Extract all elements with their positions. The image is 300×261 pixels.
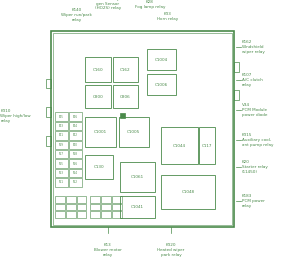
Bar xyxy=(112,196,122,203)
Bar xyxy=(112,85,138,108)
Bar xyxy=(69,150,82,158)
Bar xyxy=(55,159,68,168)
Bar xyxy=(160,127,198,164)
Bar xyxy=(55,141,68,149)
Bar xyxy=(66,204,76,210)
Bar xyxy=(118,117,148,147)
Text: F20: F20 xyxy=(73,143,78,147)
Bar xyxy=(66,211,76,218)
Text: C1041: C1041 xyxy=(131,205,144,209)
Bar xyxy=(120,162,154,192)
Text: C130: C130 xyxy=(94,165,104,169)
Bar xyxy=(90,204,100,210)
Bar xyxy=(120,113,125,118)
Bar xyxy=(55,122,68,130)
Text: K183
PCM power
relay: K183 PCM power relay xyxy=(242,194,264,208)
Text: F25: F25 xyxy=(59,115,64,119)
Bar xyxy=(199,127,215,164)
Bar xyxy=(85,155,112,179)
Text: K162
Windshield
wiper relay: K162 Windshield wiper relay xyxy=(242,40,264,54)
Bar xyxy=(76,204,86,210)
Text: F24: F24 xyxy=(73,124,78,128)
Bar xyxy=(55,178,68,187)
Text: F16: F16 xyxy=(73,162,78,166)
Text: F26: F26 xyxy=(73,115,78,119)
Bar xyxy=(69,141,82,149)
Text: C1061: C1061 xyxy=(131,175,144,179)
Text: K33
Horn relay: K33 Horn relay xyxy=(158,12,178,21)
Text: K318
COPS &
Heated Oxy-
gen Sensor
(HO2S) relay: K318 COPS & Heated Oxy- gen Sensor (HO2S… xyxy=(95,0,121,10)
Text: C806: C806 xyxy=(120,94,130,99)
Bar xyxy=(55,131,68,140)
Bar xyxy=(55,150,68,158)
Bar xyxy=(101,211,111,218)
Text: C1004: C1004 xyxy=(155,58,168,62)
Text: K320
Heated wiper
park relay: K320 Heated wiper park relay xyxy=(157,243,185,257)
Bar xyxy=(46,107,51,117)
Bar xyxy=(66,196,76,203)
Text: K310
Wiper high/low
relay: K310 Wiper high/low relay xyxy=(0,109,31,123)
Text: C162: C162 xyxy=(120,68,130,72)
Bar xyxy=(101,196,111,203)
Bar xyxy=(85,117,116,147)
Bar xyxy=(69,131,82,140)
Text: F15: F15 xyxy=(59,162,64,166)
Bar xyxy=(234,90,239,100)
Text: F12: F12 xyxy=(73,180,78,185)
Text: F21: F21 xyxy=(59,133,64,138)
Bar xyxy=(55,169,68,177)
Text: K28
Fog lamp relay: K28 Fog lamp relay xyxy=(135,0,165,9)
Bar xyxy=(85,85,111,108)
Bar xyxy=(76,211,86,218)
Bar xyxy=(69,159,82,168)
Bar xyxy=(234,62,239,72)
Text: C1001: C1001 xyxy=(94,130,107,134)
Text: K315
Auxiliary cool-
ant pump relay: K315 Auxiliary cool- ant pump relay xyxy=(242,133,273,146)
Bar xyxy=(101,204,111,210)
Text: K107
A/C clutch
relay: K107 A/C clutch relay xyxy=(242,73,262,86)
Text: F19: F19 xyxy=(59,143,64,147)
Text: V34
PCM Module
power diode: V34 PCM Module power diode xyxy=(242,103,267,116)
Bar xyxy=(69,169,82,177)
Bar xyxy=(69,178,82,187)
Bar xyxy=(85,57,111,82)
Bar xyxy=(51,31,234,227)
Text: F18: F18 xyxy=(73,152,78,156)
Bar xyxy=(112,204,122,210)
Bar xyxy=(120,196,154,218)
Bar xyxy=(90,196,100,203)
Bar xyxy=(112,211,122,218)
Text: C1006: C1006 xyxy=(154,82,168,87)
Bar xyxy=(55,204,65,210)
Bar xyxy=(69,122,82,130)
Bar xyxy=(76,196,86,203)
Text: K20
Starter relay
(11450): K20 Starter relay (11450) xyxy=(242,160,267,174)
Text: C1048: C1048 xyxy=(182,190,194,194)
Bar xyxy=(55,211,65,218)
Text: C1005: C1005 xyxy=(127,130,140,134)
Text: K140
Wiper run/park
relay: K140 Wiper run/park relay xyxy=(61,8,92,22)
Bar xyxy=(112,57,138,82)
Bar xyxy=(53,33,232,225)
Text: C800: C800 xyxy=(93,94,104,99)
Bar xyxy=(46,136,51,146)
Bar xyxy=(90,211,100,218)
Bar xyxy=(55,196,65,203)
Bar xyxy=(147,74,176,95)
Text: C160: C160 xyxy=(93,68,104,72)
Text: F23: F23 xyxy=(59,124,64,128)
Bar xyxy=(46,79,51,88)
Text: K13
Blower motor
relay: K13 Blower motor relay xyxy=(94,243,122,257)
Bar xyxy=(55,112,68,121)
Text: F13: F13 xyxy=(59,171,64,175)
Bar xyxy=(147,49,176,70)
Bar xyxy=(69,112,82,121)
Text: F11: F11 xyxy=(59,180,64,185)
Bar xyxy=(160,175,215,209)
Text: C117: C117 xyxy=(202,144,212,147)
Text: C1044: C1044 xyxy=(173,144,186,147)
Text: F17: F17 xyxy=(59,152,64,156)
Text: F14: F14 xyxy=(73,171,78,175)
Text: F22: F22 xyxy=(73,133,78,138)
